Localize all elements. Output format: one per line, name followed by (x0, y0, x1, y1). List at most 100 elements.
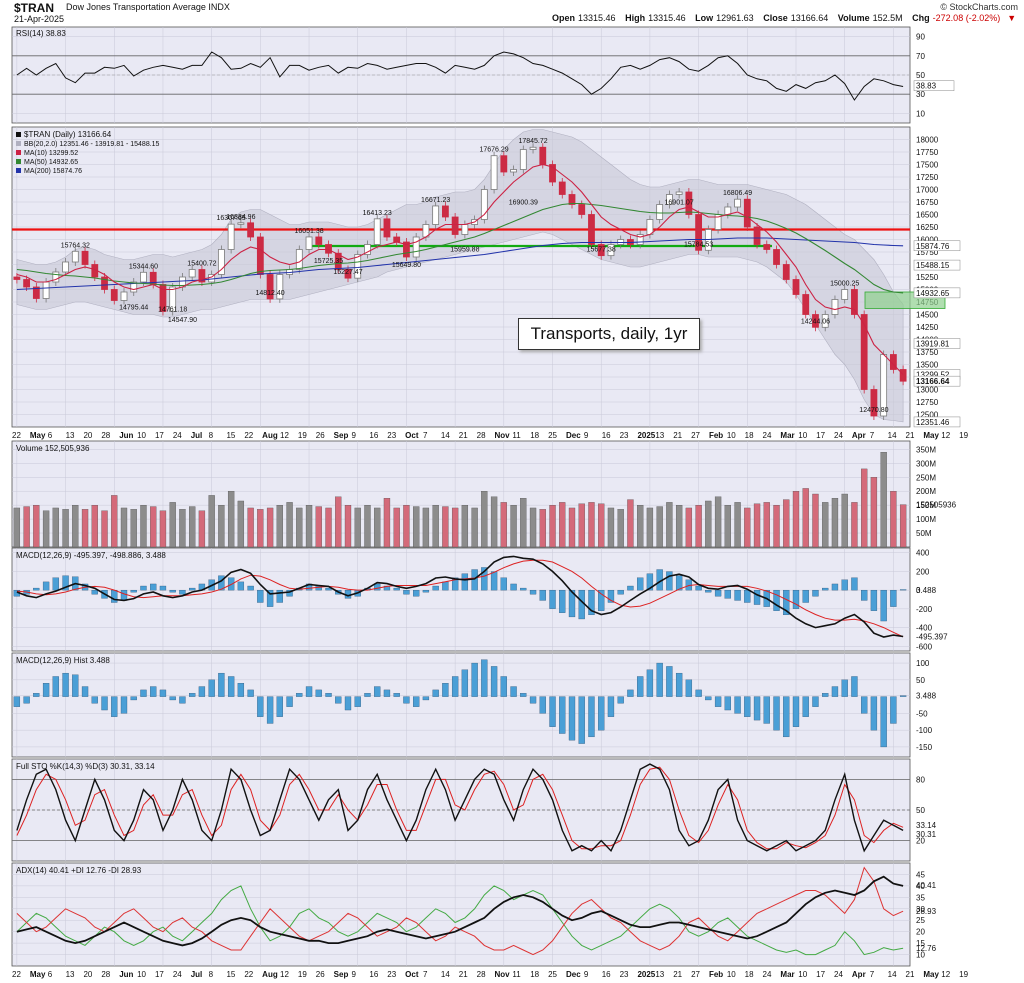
macd-hist-bar (598, 696, 605, 731)
candle (403, 241, 410, 258)
x-axis-label: 10 (137, 970, 146, 979)
x-axis-label: Mar (780, 431, 794, 440)
macd-hist-bar (568, 696, 576, 741)
candle (432, 205, 440, 225)
candle (695, 214, 703, 251)
volume-bar (753, 503, 761, 548)
volume-tick-label: 100M (916, 515, 936, 524)
x-axis-label: 7 (870, 970, 875, 979)
price-tick-label: 14500 (916, 311, 939, 320)
ohlc-summary: Open 13315.46 High 13315.46 Low 12961.63 Cl… (552, 13, 1017, 23)
macd-hist-bar (432, 585, 439, 591)
candle (13, 276, 21, 280)
x-axis-label: Aug (262, 970, 278, 979)
volume-tick-label: 350M (916, 445, 936, 454)
x-axis-label: 13 (66, 970, 75, 979)
macd-hist-bar (861, 589, 868, 601)
price-tick-label: 12750 (916, 398, 939, 407)
x-axis-label: 8 (209, 970, 214, 979)
copyright[interactable]: © StockCharts.com (940, 2, 1018, 12)
macd-tick-label: 0 (916, 586, 921, 595)
price-tick-label: 17250 (916, 173, 939, 182)
x-axis-label: 23 (620, 431, 629, 440)
macd-hist-bar (831, 583, 839, 591)
candle (276, 274, 284, 300)
price-last-box (913, 287, 961, 299)
candle (110, 289, 118, 301)
volume-bar (500, 502, 507, 548)
volume-bar (831, 498, 839, 548)
x-axis-label: 16 (369, 431, 378, 440)
candle (315, 236, 323, 245)
volume-bar (72, 505, 79, 548)
price-annotation: 16413.23 (363, 210, 392, 217)
price-annotation: 15725.35 (314, 258, 343, 265)
macd-hist-bar (724, 589, 731, 599)
x-axis-label: 12 (941, 970, 950, 979)
candle (364, 244, 371, 255)
x-axis-label: May (30, 970, 46, 979)
macd-hist-bar (227, 676, 235, 697)
macd-hist-bar (783, 696, 790, 738)
price-tick-label: 18000 (916, 136, 939, 145)
price-right-label: 15488.15 (916, 261, 950, 270)
macd-hist-tick-label: -50 (916, 709, 928, 718)
price-annotation: 16671.23 (421, 197, 450, 204)
x-axis-label: Feb (709, 970, 723, 979)
macd-tick-label: -600 (916, 642, 933, 651)
x-axis-label: 6 (48, 431, 53, 440)
volume-tick-label: 50M (916, 529, 932, 538)
rsi-tick-label: 70 (916, 52, 925, 61)
x-axis-label: 23 (387, 431, 396, 440)
macd-hist-bar (734, 696, 741, 714)
price-tick-label: 13000 (916, 386, 939, 395)
price-tick-label: 15750 (916, 248, 939, 257)
volume-bar (899, 504, 907, 548)
macd-hist-bar (880, 589, 887, 622)
macd-hist-bar (150, 686, 157, 697)
volume-bar (120, 507, 128, 548)
candle (198, 269, 206, 283)
volume-bar (490, 496, 498, 548)
macd-hist-tick-label: 3.488 (916, 691, 937, 700)
price-tick-label: 17000 (916, 186, 939, 195)
sto-tick-label: 50 (916, 806, 925, 815)
candle (169, 286, 177, 312)
adx-tick-label: 10 (916, 951, 925, 960)
x-axis-label: Mar (780, 970, 794, 979)
price-annotation: 15677.38 (587, 247, 616, 254)
rsi-tick-label: 50 (916, 71, 925, 80)
x-axis-label: 10 (727, 970, 736, 979)
x-axis-label: 25 (548, 431, 557, 440)
macd-hist-bar (675, 575, 683, 591)
macd-hist-bar (325, 693, 332, 697)
volume-bar (237, 500, 245, 548)
macd-hist-bar (666, 666, 673, 697)
sto-k-line (16, 763, 904, 853)
sto-last-label: 30.31 (916, 830, 937, 839)
candle (724, 206, 732, 215)
macd-hist-bar (890, 696, 897, 724)
macd-hist-bar (578, 589, 585, 620)
macd-hist-bar (539, 589, 546, 601)
price-legend: MA(200) 15874.76 (24, 168, 82, 175)
x-axis-label: Jun (119, 431, 133, 440)
macd-hist-bar (617, 589, 624, 595)
candle (802, 294, 810, 315)
price-annotation: 15000.25 (830, 280, 859, 287)
price-annotation: 16334.96 (226, 214, 255, 221)
rsi-tick-label: 90 (916, 33, 925, 42)
macd-hist-bar (753, 696, 761, 721)
volume-bar (374, 507, 381, 548)
macd-hist-bar (130, 589, 137, 593)
candle (510, 169, 517, 173)
x-axis-label: Oct (405, 970, 419, 979)
open-value: 13315.46 (578, 13, 616, 23)
candle (373, 218, 381, 245)
candle (383, 218, 391, 238)
volume-bar (578, 503, 585, 548)
macd-hist-bar (451, 676, 459, 697)
volume-bar (714, 496, 722, 548)
macd-hist-bar (111, 696, 118, 717)
volume-bar (266, 507, 274, 548)
